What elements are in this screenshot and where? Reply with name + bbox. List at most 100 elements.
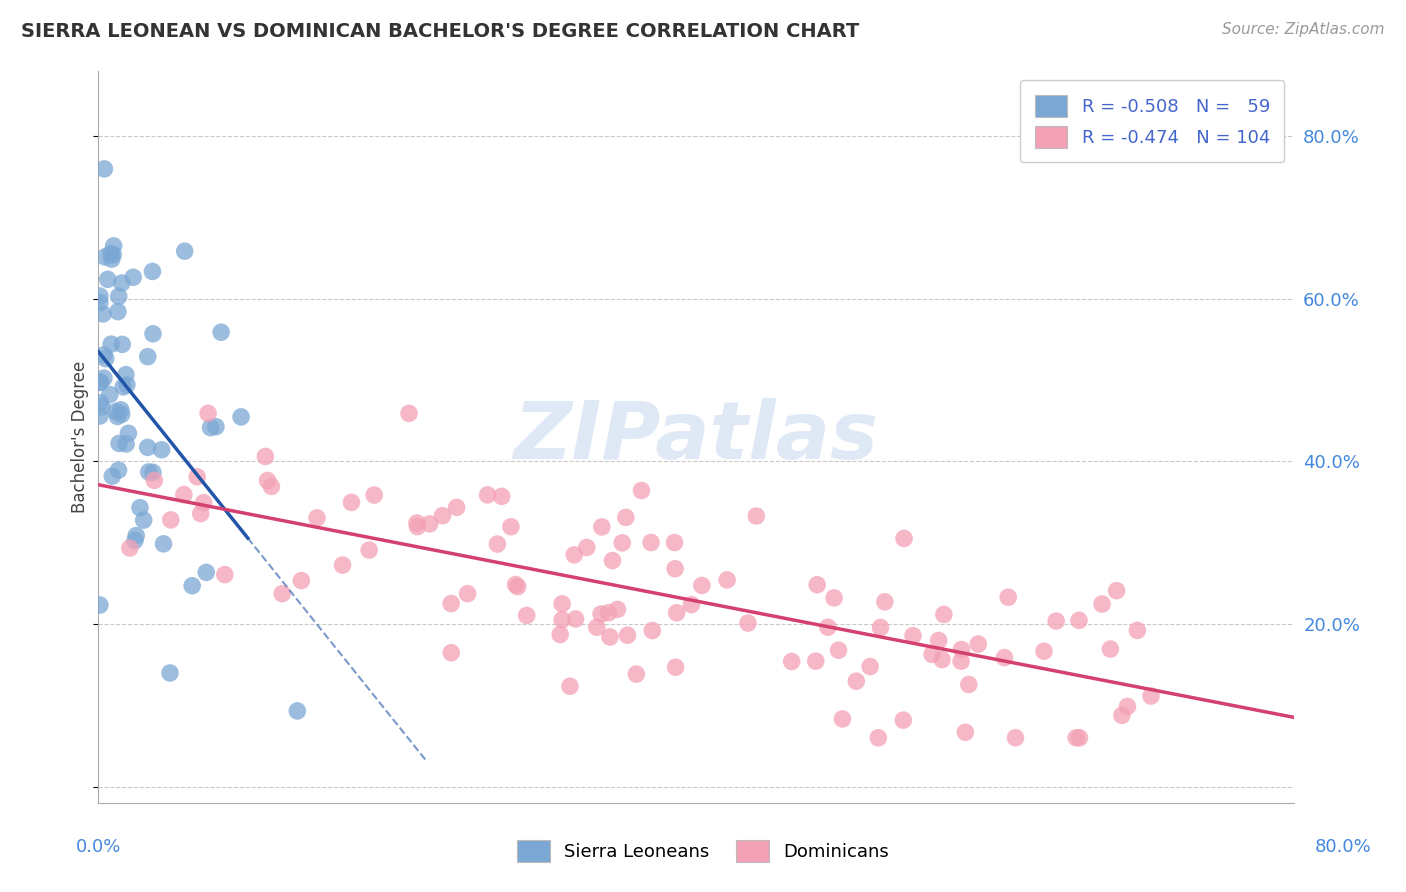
Point — [141, 264, 163, 278]
Point — [419, 516, 441, 531]
Point — [1111, 708, 1133, 723]
Point — [190, 507, 212, 521]
Point — [98, 387, 121, 401]
Point — [112, 380, 135, 394]
Text: ZIPatlas: ZIPatlas — [513, 398, 879, 476]
Point — [115, 368, 138, 382]
Point — [997, 590, 1019, 604]
Point — [340, 495, 363, 509]
Text: SIERRA LEONEAN VS DOMINICAN BACHELOR'S DEGREE CORRELATION CHART: SIERRA LEONEAN VS DOMINICAN BACHELOR'S D… — [21, 22, 859, 41]
Point — [641, 624, 664, 638]
Point — [209, 325, 232, 339]
Point — [100, 252, 122, 267]
Point — [827, 643, 849, 657]
Point — [1140, 689, 1163, 703]
Point — [89, 289, 111, 303]
Point — [665, 606, 688, 620]
Point — [873, 595, 896, 609]
Point — [1069, 731, 1091, 745]
Point — [159, 665, 181, 680]
Point — [173, 487, 195, 501]
Point — [290, 574, 312, 588]
Point — [665, 660, 688, 674]
Point — [173, 244, 195, 259]
Point — [125, 528, 148, 542]
Point — [89, 395, 111, 409]
Point — [111, 337, 134, 351]
Point — [586, 620, 609, 634]
Point — [332, 558, 354, 572]
Point — [440, 597, 463, 611]
Point — [124, 533, 146, 548]
Point — [806, 577, 828, 591]
Point — [97, 272, 120, 286]
Point — [111, 407, 134, 421]
Point — [1091, 597, 1114, 611]
Point — [845, 674, 868, 689]
Point — [115, 377, 138, 392]
Point — [1064, 731, 1087, 745]
Point — [229, 409, 252, 424]
Point — [94, 351, 117, 366]
Point — [505, 577, 527, 591]
Point — [285, 704, 308, 718]
Point — [681, 598, 703, 612]
Point — [107, 304, 129, 318]
Point — [993, 650, 1015, 665]
Point — [664, 562, 686, 576]
Point — [1045, 614, 1067, 628]
Point — [630, 483, 652, 498]
Point — [551, 597, 574, 611]
Legend: Sierra Leoneans, Dominicans: Sierra Leoneans, Dominicans — [510, 833, 896, 870]
Point — [457, 587, 479, 601]
Point — [205, 419, 228, 434]
Point — [107, 409, 129, 424]
Point — [89, 409, 111, 423]
Point — [491, 489, 513, 503]
Point — [271, 587, 294, 601]
Point — [197, 406, 219, 420]
Point — [136, 350, 159, 364]
Point — [107, 289, 129, 303]
Point — [1099, 642, 1122, 657]
Point — [103, 239, 125, 253]
Point — [626, 667, 648, 681]
Text: 80.0%: 80.0% — [1315, 838, 1371, 855]
Point — [305, 511, 328, 525]
Point — [831, 712, 853, 726]
Point — [432, 508, 454, 523]
Point — [616, 628, 638, 642]
Point — [103, 248, 125, 262]
Point — [612, 536, 634, 550]
Point — [562, 548, 585, 562]
Point — [143, 474, 166, 488]
Point — [104, 404, 127, 418]
Point — [93, 161, 115, 176]
Point — [100, 337, 122, 351]
Point — [1004, 731, 1026, 745]
Point — [602, 553, 624, 567]
Point — [606, 602, 628, 616]
Point — [928, 633, 950, 648]
Point — [664, 535, 686, 549]
Point — [138, 465, 160, 479]
Point — [363, 488, 385, 502]
Point — [440, 646, 463, 660]
Point — [745, 508, 768, 523]
Text: Source: ZipAtlas.com: Source: ZipAtlas.com — [1222, 22, 1385, 37]
Point — [516, 608, 538, 623]
Point — [548, 627, 571, 641]
Point — [823, 591, 845, 605]
Point — [152, 537, 174, 551]
Point — [181, 579, 204, 593]
Point — [142, 326, 165, 341]
Point — [89, 295, 111, 310]
Point — [950, 654, 973, 668]
Point — [869, 620, 891, 634]
Point — [398, 406, 420, 420]
Point — [967, 637, 990, 651]
Point — [150, 442, 173, 457]
Point — [107, 463, 129, 477]
Point — [859, 659, 882, 673]
Point — [1105, 583, 1128, 598]
